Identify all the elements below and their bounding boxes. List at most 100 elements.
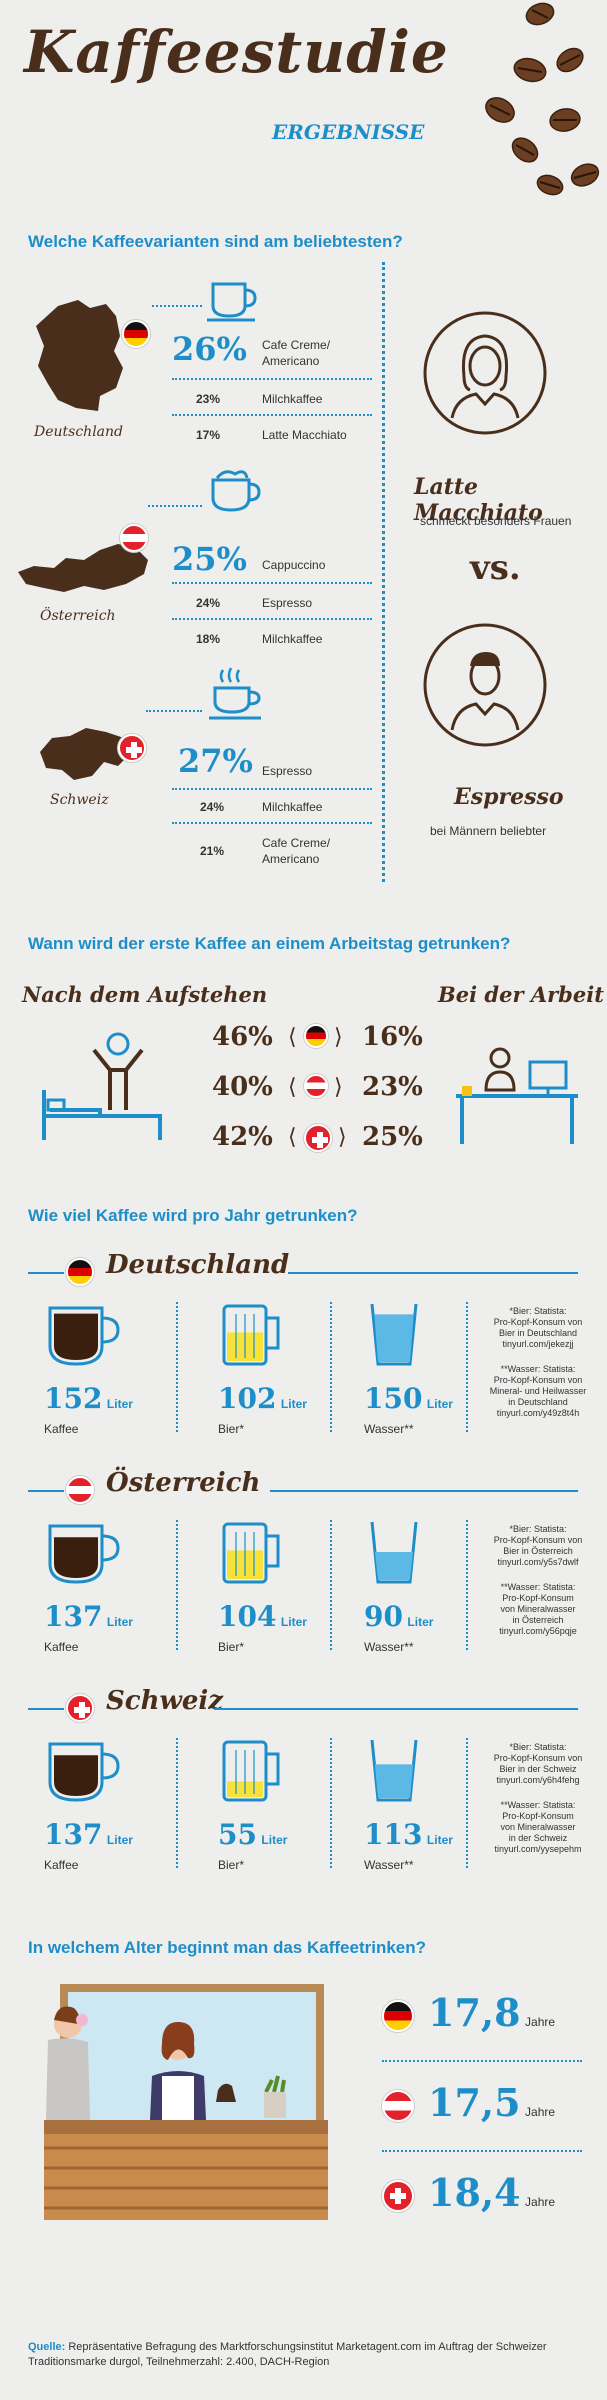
bracket-right: ⟩	[338, 1124, 347, 1149]
row-divider	[172, 378, 372, 380]
country-label-oesterreich: Österreich	[40, 608, 116, 624]
coffee-mug-icon	[48, 1742, 120, 1802]
wakeup-pct-ch: 42%	[212, 1122, 273, 1152]
water-liter-value: 90	[364, 1600, 403, 1633]
flag-germany-icon	[122, 320, 150, 348]
section1-divider	[382, 262, 385, 882]
germany-map-icon	[36, 300, 123, 411]
water-source-note: **Wasser: Statista: Pro-Kopf-Konsum von Mi…	[478, 1364, 598, 1419]
note-line: tinyurl.com/jekezjj	[502, 1339, 574, 1349]
flag-austria-icon	[120, 524, 148, 552]
note-line: von Mineralwasser	[500, 1822, 576, 1832]
source-label: Quelle:	[28, 2341, 66, 2353]
age-entry: 18,4 Jahre	[428, 2170, 555, 2215]
age-value: 17,8	[428, 1990, 521, 2035]
variant2-label-de: Milchkaffee	[262, 392, 323, 406]
variant3-pct-at: 18%	[196, 632, 221, 646]
age-unit: Jahre	[525, 2195, 556, 2209]
unit-label: Liter	[106, 1615, 133, 1629]
switzerland-map-icon	[40, 728, 130, 780]
age-divider	[382, 2150, 582, 2152]
versus-label: vs.	[470, 548, 521, 588]
beer-amount: 102 Liter	[218, 1382, 307, 1415]
note-line: Pro-Kopf-Konsum von	[493, 1535, 583, 1545]
beer-label: Bier*	[218, 1422, 245, 1436]
section-heading-varianten: Welche Kaffeevarianten sind am beliebtes…	[28, 232, 403, 251]
water-liter-value: 113	[364, 1818, 423, 1851]
flag-switzerland-icon	[304, 1124, 332, 1152]
beer-source-note: *Bier: Statista: Pro-Kopf-Konsum von Bier …	[478, 1306, 598, 1350]
beer-liter-value: 104	[218, 1600, 277, 1633]
work-pct-at: 23%	[362, 1072, 423, 1102]
water-source-note: **Wasser: Statista: Pro-Kopf-Konsum von Mi…	[478, 1800, 598, 1855]
variant2-pct-de: 23%	[196, 392, 221, 406]
bracket-left: ⟨	[288, 1124, 297, 1149]
age-entry: 17,5 Jahre	[428, 2080, 555, 2125]
bracket-right: ⟩	[334, 1024, 343, 1049]
column-divider	[176, 1302, 178, 1432]
note-line: in Deutschland	[508, 1397, 568, 1407]
left-column-title: Nach dem Aufstehen	[22, 982, 268, 1007]
coffee-amount: 137 Liter	[44, 1818, 133, 1851]
water-glass-icon	[370, 1303, 418, 1366]
beer-label: Bier*	[218, 1858, 245, 1872]
flag-switzerland-icon	[118, 734, 146, 762]
country-header-label: Schweiz	[106, 1686, 224, 1716]
women-favorite-sub: schmeckt besonders Frauen	[420, 514, 572, 528]
source-note: Quelle: Repräsentative Befragung des Mar…	[28, 2340, 588, 2370]
water-label: Wasser**	[364, 1858, 414, 1872]
section-heading-alter: In welchem Alter beginnt man das Kaffeet…	[28, 1938, 427, 1957]
country-flag-icon	[66, 1694, 94, 1722]
country-header-line	[28, 1272, 64, 1274]
note-line: **Wasser: Statista:	[500, 1582, 576, 1592]
coffee-liter-value: 137	[44, 1818, 103, 1851]
water-glass-icon	[370, 1521, 418, 1584]
page-title: Kaffeestudie	[24, 18, 449, 86]
coffee-liter-value: 152	[44, 1382, 103, 1415]
row-divider	[172, 582, 372, 584]
beer-mug-icon	[222, 1304, 280, 1366]
beer-liter-value: 55	[218, 1818, 257, 1851]
men-favorite-sub: bei Männern beliebter	[430, 824, 547, 838]
coffee-amount: 137 Liter	[44, 1600, 133, 1633]
man-portrait-icon	[423, 623, 547, 747]
flag-austria-icon	[304, 1074, 328, 1098]
connector-line	[148, 505, 202, 507]
column-divider	[330, 1302, 332, 1432]
bracket-left: ⟨	[288, 1024, 297, 1049]
age-flag-icon	[382, 2180, 414, 2212]
coffee-cup-icon	[207, 282, 257, 322]
wakeup-pct-de: 46%	[212, 1022, 273, 1052]
water-label: Wasser**	[364, 1640, 414, 1654]
note-line: tinyurl.com/y6h4fehg	[496, 1775, 580, 1785]
note-line: Bier in Österreich	[503, 1546, 573, 1556]
column-divider	[176, 1520, 178, 1650]
right-column-title: Bei der Arbeit	[438, 982, 604, 1007]
country-header-label: Österreich	[106, 1468, 261, 1498]
unit-label: Liter	[106, 1833, 133, 1847]
beer-liter-value: 102	[218, 1382, 277, 1415]
note-line: Pro-Kopf-Konsum	[502, 1593, 574, 1603]
work-pct-ch: 25%	[362, 1122, 423, 1152]
row-divider	[172, 414, 372, 416]
flag-germany-icon	[304, 1024, 328, 1048]
top-variant-pct-at: 25%	[172, 540, 247, 578]
connector-line	[146, 710, 202, 712]
variant3-pct-ch: 21%	[200, 844, 225, 858]
row-divider	[172, 822, 372, 824]
age-entry: 17,8 Jahre	[428, 1990, 555, 2035]
note-line: Pro-Kopf-Konsum von	[493, 1753, 583, 1763]
note-line: von Mineralwasser	[500, 1604, 576, 1614]
coffee-label: Kaffee	[44, 1422, 79, 1436]
water-liter-value: 150	[364, 1382, 423, 1415]
unit-label: Liter	[407, 1615, 434, 1629]
note-line: Bier in Deutschland	[498, 1328, 578, 1338]
beer-source-note: *Bier: Statista: Pro-Kopf-Konsum von Bier …	[478, 1742, 598, 1786]
unit-label: Liter	[426, 1397, 453, 1411]
note-line: *Bier: Statista:	[509, 1306, 567, 1316]
beer-amount: 104 Liter	[218, 1600, 307, 1633]
country-header-label: Deutschland	[106, 1250, 290, 1280]
top-variant-label-de-1: Cafe Creme/	[262, 338, 331, 352]
cafe-scene-illustration	[44, 1984, 328, 2220]
country-header-line	[28, 1490, 64, 1492]
